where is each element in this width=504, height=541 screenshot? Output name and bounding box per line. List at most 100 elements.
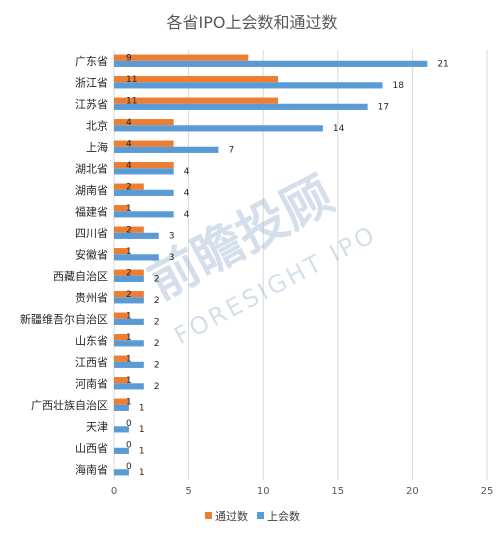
value-label-passed: 4 xyxy=(126,161,132,171)
bar-passed xyxy=(114,97,279,104)
category-label: 湖北省 xyxy=(75,162,108,175)
category-label: 天津 xyxy=(86,420,108,433)
legend-label: 通过数 xyxy=(215,510,248,523)
value-label-passed: 0 xyxy=(126,419,132,429)
bar-reviewed xyxy=(114,361,144,368)
category-label: 安徽省 xyxy=(75,247,108,261)
value-label-reviewed: 3 xyxy=(169,231,175,241)
bar-passed xyxy=(114,205,129,212)
value-label-passed: 4 xyxy=(126,118,132,128)
value-label-passed: 11 xyxy=(126,75,137,85)
bar-reviewed xyxy=(114,103,368,110)
bar-reviewed xyxy=(114,146,219,153)
value-label-reviewed: 4 xyxy=(184,210,190,220)
legend-swatch xyxy=(205,512,212,519)
category-label: 河南省 xyxy=(75,377,108,390)
category-label: 山东省 xyxy=(75,334,108,347)
bar-passed xyxy=(114,76,279,83)
category-labels: 广东省浙江省江苏省北京上海湖北省湖南省福建省四川省安徽省西藏自治区贵州省新疆维吾… xyxy=(20,55,108,477)
bar-reviewed xyxy=(114,211,174,218)
category-label: 贵州省 xyxy=(75,291,108,304)
category-label: 海南省 xyxy=(75,462,108,476)
value-label-reviewed: 2 xyxy=(154,296,160,306)
value-label-reviewed: 3 xyxy=(169,253,175,263)
bar-reviewed xyxy=(114,275,144,282)
bar-reviewed xyxy=(114,82,383,89)
value-label-reviewed: 2 xyxy=(154,339,160,349)
value-label-reviewed: 14 xyxy=(333,124,345,134)
category-label: 西藏自治区 xyxy=(53,269,108,283)
x-tick-label: 25 xyxy=(481,486,494,497)
bar-reviewed xyxy=(114,125,323,132)
bar-reviewed xyxy=(114,168,174,175)
bar-passed xyxy=(114,312,129,319)
x-tick-label: 5 xyxy=(185,486,191,497)
bar-passed xyxy=(114,226,144,233)
value-label-reviewed: 17 xyxy=(378,102,389,112)
bar-passed xyxy=(114,355,129,362)
value-label-reviewed: 1 xyxy=(139,403,145,413)
bar-passed xyxy=(114,269,144,276)
value-label-passed: 2 xyxy=(126,182,132,192)
category-label: 福建省 xyxy=(75,204,108,218)
category-label: 四川省 xyxy=(75,227,108,240)
value-label-passed: 0 xyxy=(126,440,132,450)
bar-passed xyxy=(114,291,144,298)
category-label: 北京 xyxy=(86,118,108,132)
value-label-reviewed: 4 xyxy=(184,167,190,177)
bar-passed xyxy=(114,248,129,255)
value-label-reviewed: 4 xyxy=(184,188,190,198)
bar-passed xyxy=(114,54,249,61)
value-label-passed: 1 xyxy=(126,376,132,386)
watermark: 前瞻投顾 FORESIGHT IPO xyxy=(138,165,381,350)
category-label: 广东省 xyxy=(75,55,108,68)
value-label-passed: 11 xyxy=(126,96,137,106)
bar-reviewed xyxy=(114,297,144,304)
value-label-passed: 1 xyxy=(126,397,132,407)
category-label: 上海 xyxy=(86,140,108,154)
chart-title: 各省IPO上会数和通过数 xyxy=(167,13,338,32)
bar-reviewed xyxy=(114,232,159,239)
value-label-reviewed: 7 xyxy=(228,145,234,155)
value-label-reviewed: 1 xyxy=(139,425,145,435)
value-label-passed: 1 xyxy=(126,311,132,321)
bar-passed xyxy=(114,398,129,405)
value-label-passed: 1 xyxy=(126,354,132,364)
category-label: 江苏省 xyxy=(75,98,108,111)
value-label-reviewed: 2 xyxy=(154,274,160,284)
bar-passed xyxy=(114,140,174,147)
value-label-passed: 4 xyxy=(126,139,132,149)
value-label-passed: 9 xyxy=(126,53,132,63)
bar-reviewed xyxy=(114,383,144,390)
bar-reviewed xyxy=(114,404,129,411)
bar-passed xyxy=(114,162,174,169)
value-label-passed: 2 xyxy=(126,225,132,235)
bar-passed xyxy=(114,334,129,341)
bar-reviewed xyxy=(114,447,129,454)
category-label: 新疆维吾尔自治区 xyxy=(20,312,108,326)
category-label: 湖南省 xyxy=(75,184,108,197)
category-label: 山西省 xyxy=(75,442,108,455)
bar-reviewed xyxy=(114,469,129,476)
bar-reviewed xyxy=(114,189,174,196)
value-label-reviewed: 2 xyxy=(154,317,160,327)
bar-passed xyxy=(114,183,144,190)
category-label: 江西省 xyxy=(75,356,108,369)
bar-passed xyxy=(114,119,174,126)
bar-reviewed xyxy=(114,340,144,347)
value-label-passed: 1 xyxy=(126,247,132,257)
category-label: 广西壮族自治区 xyxy=(31,398,108,412)
x-tick-label: 15 xyxy=(331,486,344,497)
legend-label: 上会数 xyxy=(267,510,300,523)
value-label-passed: 1 xyxy=(126,333,132,343)
bar-reviewed xyxy=(114,318,144,325)
value-label-passed: 0 xyxy=(126,462,132,472)
legend: 通过数 上会数 xyxy=(205,510,300,523)
value-label-passed: 2 xyxy=(126,268,132,278)
value-label-passed: 2 xyxy=(126,290,132,300)
bar-reviewed xyxy=(114,254,159,261)
x-tick-label: 20 xyxy=(406,486,419,497)
bar-reviewed xyxy=(114,426,129,433)
